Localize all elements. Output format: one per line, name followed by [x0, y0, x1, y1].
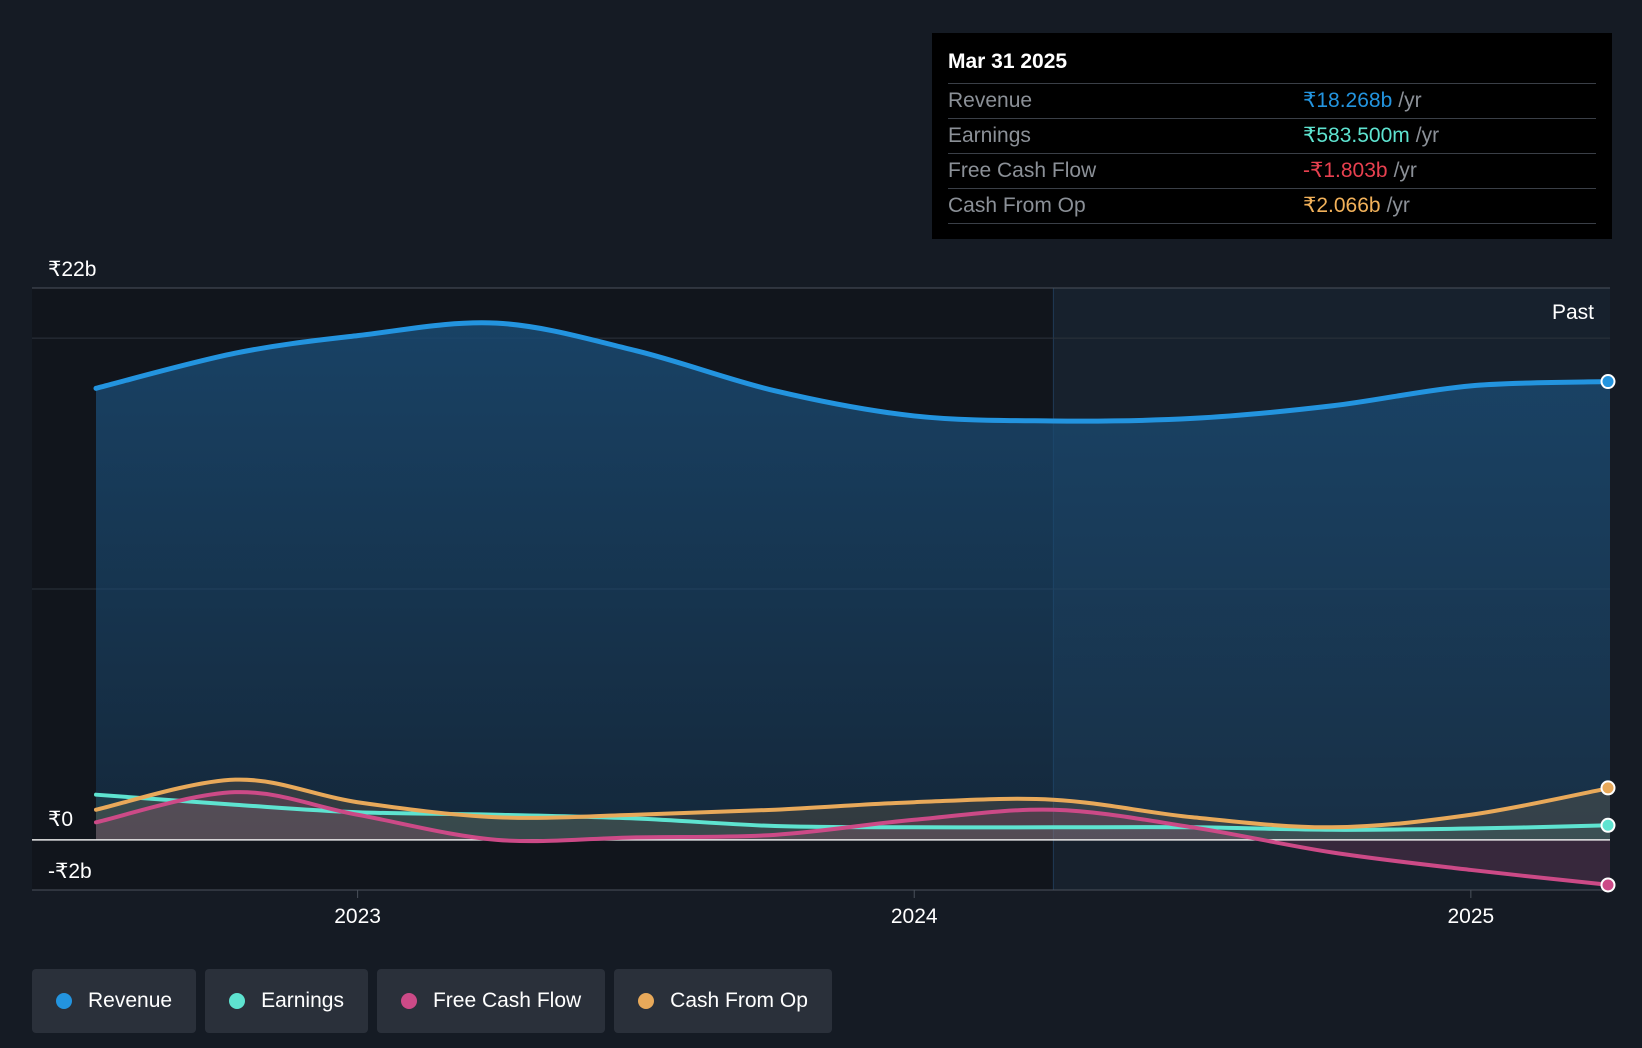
tooltip-row-fcf: Free Cash Flow -₹1.803b/yr	[948, 154, 1596, 189]
tooltip-label: Revenue	[948, 89, 1033, 112]
x-tick-label: 2025	[1447, 905, 1494, 928]
past-label: Past	[1552, 301, 1594, 324]
area-revenue	[96, 322, 1610, 840]
tooltip-value-fcf: -₹1.803b	[1303, 159, 1388, 182]
tooltip-panel: Mar 31 2025 Revenue ₹18.268b/yr Earnings…	[932, 33, 1612, 239]
tooltip-row-cfo: Cash From Op ₹2.066b/yr	[948, 189, 1596, 224]
area-cash-from-op	[96, 779, 1610, 840]
tooltip-unit: /yr	[1398, 89, 1422, 112]
legend-item-revenue[interactable]: Revenue	[32, 969, 197, 1033]
legend-dot-icon	[56, 993, 72, 1009]
tooltip-unit: /yr	[1393, 159, 1417, 182]
tooltip-label: Free Cash Flow	[948, 159, 1097, 182]
legend-dot-icon	[638, 993, 655, 1009]
series-end-point-free-cash-flow	[1600, 877, 1616, 893]
y-tick-label: ₹22b	[48, 258, 96, 281]
legend-item-free-cash-flow[interactable]: Free Cash Flow	[376, 969, 606, 1033]
tooltip-value-cfo: ₹2.066b	[1303, 194, 1381, 217]
series-line-cash-from-op	[94, 777, 1612, 830]
y-tick-label: -₹2b	[48, 860, 92, 883]
legend: Revenue Earnings Free Cash Flow Cash Fro…	[32, 969, 832, 1033]
tooltip-date: Mar 31 2025	[948, 47, 1596, 84]
tooltip-value-earnings: ₹583.500m	[1303, 124, 1410, 147]
tooltip-label: Earnings	[948, 124, 1031, 147]
tooltip-value-revenue: ₹18.268b	[1303, 89, 1393, 112]
tooltip-unit: /yr	[1415, 124, 1440, 147]
x-tick-label: 2023	[334, 905, 381, 928]
legend-label: Earnings	[261, 989, 344, 1012]
series-line-revenue	[93, 320, 1613, 424]
legend-item-cash-from-op[interactable]: Cash From Op	[614, 969, 832, 1033]
tooltip-row-earnings: Earnings ₹583.500m/yr	[948, 119, 1596, 154]
x-tick-label: 2024	[891, 905, 938, 928]
legend-dot-icon	[229, 993, 246, 1009]
legend-item-earnings[interactable]: Earnings	[205, 969, 368, 1033]
y-tick-label: ₹0	[48, 808, 73, 831]
tooltip-row-revenue: Revenue ₹18.268b/yr	[948, 84, 1596, 119]
tooltip-unit: /yr	[1386, 194, 1410, 217]
legend-label: Free Cash Flow	[432, 989, 582, 1012]
legend-dot-icon	[400, 993, 417, 1009]
legend-label: Revenue	[88, 989, 173, 1012]
series-line-free-cash-flow	[94, 790, 1612, 887]
series-end-point-cash-from-op	[1600, 780, 1616, 796]
series-end-point-revenue	[1600, 374, 1616, 390]
tooltip-label: Cash From Op	[948, 194, 1086, 217]
legend-label: Cash From Op	[670, 989, 808, 1012]
series-end-point-earnings	[1600, 817, 1616, 833]
area-free-cash-flow	[96, 792, 1610, 885]
